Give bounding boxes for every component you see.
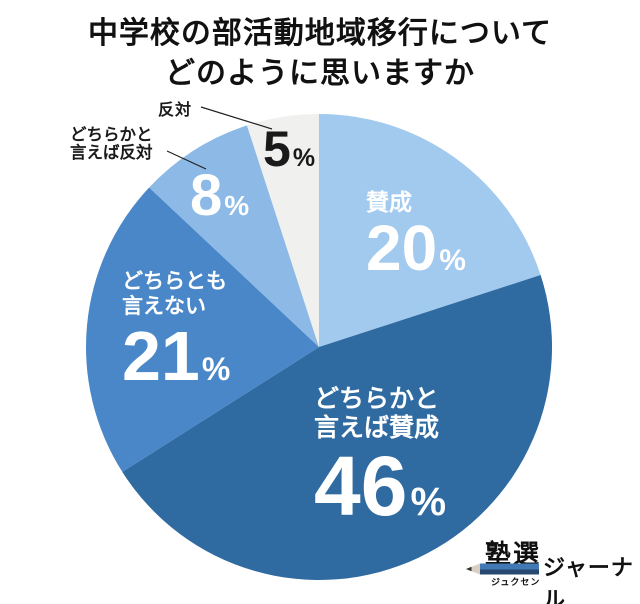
chart-title: 中学校の部活動地域移行について どのように思いますか	[0, 14, 640, 93]
pie-slice-1	[122, 275, 553, 581]
slice-value-hantai: 5 %	[263, 121, 316, 177]
slice-label-yaya-sansei: どちらかと 言えば賛成 46 %	[314, 385, 447, 533]
percent-sign: %	[224, 190, 250, 221]
slice-name-line1: どちらとも	[122, 270, 227, 293]
value-number: 8	[190, 163, 223, 228]
pie-slice-3	[149, 125, 319, 348]
slice-name-line1: どちらかと	[314, 385, 440, 413]
pie-slice-2	[85, 187, 319, 472]
logo-suffix-text: ジャーナル	[543, 555, 634, 604]
value-number: 5	[263, 121, 291, 177]
callout-line2: 言えば反対	[70, 144, 153, 163]
slice-value-neutral: 21 %	[122, 316, 231, 395]
slice-name-line2: 言えば賛成	[314, 414, 440, 442]
value-number: 21	[122, 316, 200, 395]
callout-yaya-hantai: どちらかと 言えば反対	[70, 126, 153, 163]
callout-line1: どちらかと	[70, 126, 153, 144]
slice-value-sansei: 20 %	[366, 212, 466, 284]
slice-value-yaya-sansei: 46 %	[314, 439, 447, 533]
logo-reading-text: ジュクセン	[491, 577, 541, 587]
pencil-icon	[466, 563, 539, 575]
percent-sign: %	[439, 244, 466, 277]
percent-sign: %	[292, 144, 316, 172]
slice-label-sansei: 賛成 20 %	[366, 183, 466, 284]
value-number: 20	[366, 212, 438, 284]
leader-line-yaya-hantai	[166, 150, 207, 170]
value-number: 46	[314, 439, 408, 533]
leader-line-hantai	[200, 106, 273, 130]
chart-title-line2: どのように思いますか	[165, 56, 475, 90]
percent-sign: %	[410, 480, 447, 524]
percent-sign: %	[201, 350, 231, 387]
callout-hantai: 反対	[158, 102, 193, 119]
slice-value-yaya-hantai: 8 %	[190, 163, 250, 228]
chart-title-line1: 中学校の部活動地域移行について	[87, 17, 553, 50]
jukusen-journal-logo: 塾選 ジュクセン ジャーナル	[466, 534, 638, 604]
pie-slice-4	[247, 114, 319, 347]
slice-name-sansei: 賛成	[366, 189, 412, 215]
slice-name-line2: 言えない	[122, 294, 206, 318]
slice-label-neutral: どちらとも 言えない 21 %	[122, 270, 231, 395]
pie-slice-0	[319, 114, 541, 347]
